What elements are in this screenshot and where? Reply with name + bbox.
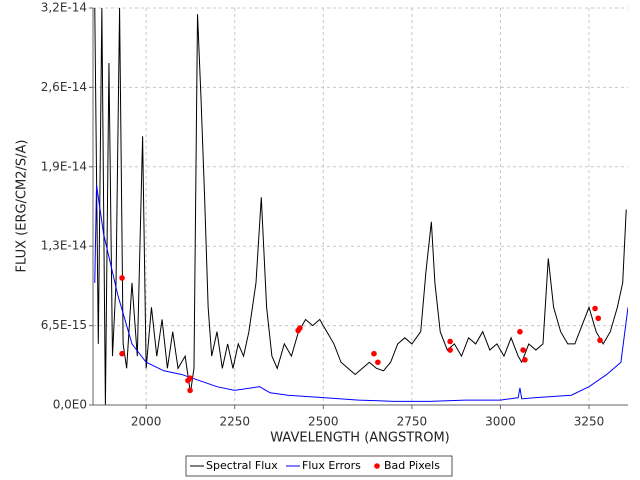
y-tick-label: 2,6E-14 [41,80,87,94]
y-tick-label: 6,5E-15 [41,318,87,332]
bad-pixel-point [592,305,598,312]
bad-pixel-point [119,275,125,281]
bad-pixel-point [297,325,303,331]
bad-pixel-point [595,315,602,322]
bad-pixel-point [520,347,526,353]
x-axis-title: WAVELENGTH (ANGSTROM) [270,431,449,446]
y-tick-label: 0,0E0 [53,398,87,412]
plot-area [93,8,628,405]
y-tick-label: 1,9E-14 [41,159,87,173]
bad-pixel-point [371,350,377,357]
x-tick-label: 2250 [219,415,250,429]
x-tick-label: 3250 [574,415,605,429]
bad-pixel-point [447,347,453,353]
legend-label: Flux Errors [302,459,361,472]
bad-pixel-point [597,337,603,344]
x-tick-label: 2500 [308,415,339,429]
y-tick-label: 3,2E-14 [41,1,87,15]
bad-pixel-point [517,328,523,335]
y-tick-label: 1,3E-14 [41,239,87,253]
bad-pixel-point [119,350,125,357]
x-tick-label: 3000 [485,415,516,429]
legend-box [185,455,453,477]
legend-label: Bad Pixels [384,459,440,472]
bad-pixel-point [375,359,381,366]
legend-label: Spectral Flux [206,459,278,472]
series-line [94,185,628,402]
y-axis-title: FLUX (ERG/CM2/S/A) [15,140,30,273]
bad-pixel-point [522,357,528,363]
bad-pixel-point [187,387,193,394]
series-line [94,8,627,405]
x-tick-label: 2000 [131,415,162,429]
bad-pixel-point [447,338,453,345]
x-tick-label: 2750 [397,415,428,429]
bad-pixel-point [187,375,193,381]
legend-marker [374,463,380,469]
